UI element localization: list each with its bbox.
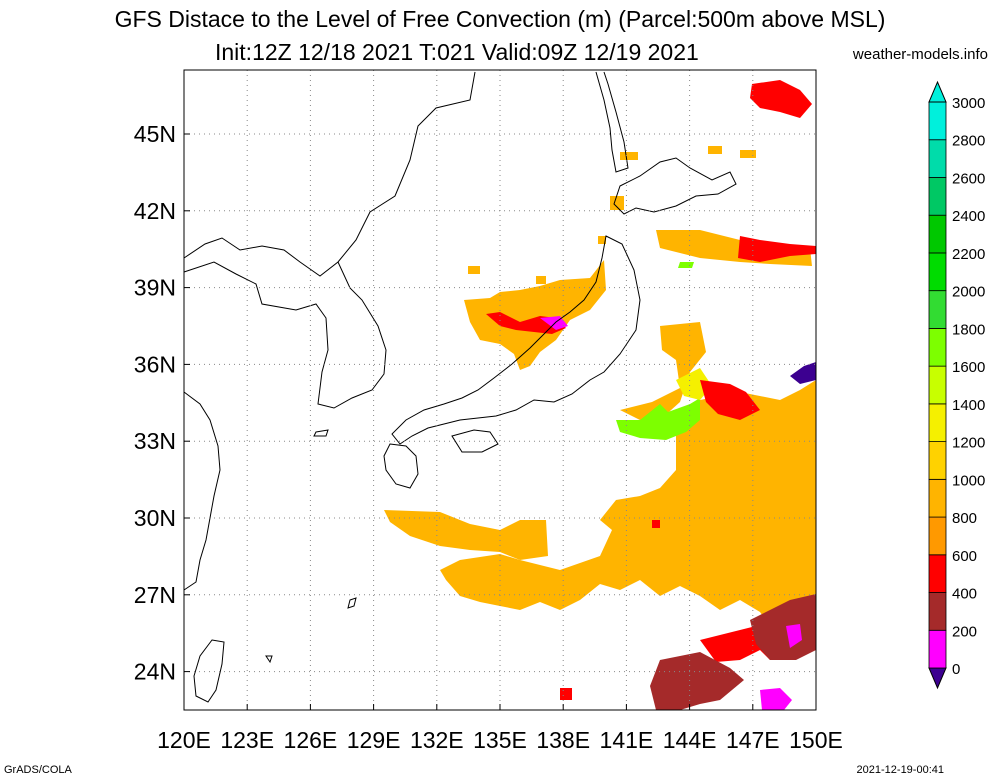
colorbar-swatch [928,327,947,367]
field-cell [560,688,572,700]
colorbar-label: 1800 [952,321,985,338]
field-magenta-southeast [786,624,802,648]
coastlines [183,71,737,703]
lon-label: 141E [600,727,654,753]
lon-label: 126E [284,727,338,753]
field-cell [652,520,660,528]
lat-label: 36N [134,351,176,377]
colorbar-swatch [928,516,947,556]
colorbar-label: 0 [952,661,960,678]
lon-label: 120E [157,727,211,753]
field-orange-central [620,322,706,420]
lat-label: 39N [134,275,176,301]
colorbar-label: 1400 [952,397,985,414]
map-frame [183,69,817,711]
colorbar-label: 2000 [952,284,985,301]
lon-label: 132E [410,727,464,753]
lon-label: 147E [726,727,780,753]
colorbar-swatch [928,177,947,216]
site-credit: weather-models.info [852,46,988,63]
lon-label: 150E [789,727,843,753]
colorbar-label: 2200 [952,246,985,263]
colorbar-label: 3000 [952,95,985,112]
convection-field [384,80,816,710]
lat-label: 45N [134,121,176,147]
field-orange-southeast [440,380,816,640]
colorbar-swatch [928,629,947,669]
lon-label: 123E [220,727,274,753]
colorbar-label: 1200 [952,435,985,452]
lat-lon-grid [183,70,817,710]
field-cell [598,236,606,244]
colorbar-swatch [928,365,947,405]
colorbar-swatch [928,139,947,178]
lat-label: 27N [134,582,176,608]
field-red-central [700,380,760,420]
field-magenta-south [760,688,792,710]
field-brown-southeast [750,594,816,660]
colorbar-label: 200 [952,623,977,640]
lat-label: 33N [134,428,176,454]
field-cell [468,266,480,274]
colorbar-arrow-high [928,80,947,103]
field-cell [708,146,722,154]
field-cell [520,358,528,366]
longitude-labels: 120E 123E 126E 129E 132E 135E 138E 141E 144E 147E… [157,727,843,753]
field-red-north [738,236,816,262]
colorbar-swatch [928,101,947,141]
colorbar-swatch [928,252,947,292]
lon-label: 129E [347,727,401,753]
field-magenta-honshu [540,316,568,330]
field-red-northeast [750,80,812,118]
field-lime [616,398,700,440]
field-orange-southwest [384,510,548,560]
software-credit: GrADS/COLA [4,764,72,776]
colorbar-swatch [928,478,947,518]
lon-label: 144E [663,727,717,753]
colorbar-swatch [928,554,947,593]
lat-label: 24N [134,659,176,685]
colorbar-label: 2600 [952,170,985,187]
colorbar-label: 1600 [952,359,985,376]
colorbar-arrow-low [928,667,947,690]
colorbar-swatch [928,290,947,329]
colorbar-label: 2400 [952,208,985,225]
field-purple [790,362,816,384]
field-yellow [676,368,712,400]
field-lime-small [678,262,694,268]
colorbar-swatch [928,441,947,480]
latitude-labels: 24N 27N 30N 33N 36N 39N 42N 45N [134,121,176,685]
field-cell [740,150,756,158]
lat-label: 42N [134,198,176,224]
lon-label: 135E [473,727,527,753]
field-cell [620,152,638,160]
colorbar-swatch [928,592,947,631]
map-title: GFS Distace to the Level of Free Convect… [114,6,886,32]
colorbar-label: 600 [952,548,977,565]
colorbar-label: 800 [952,510,977,527]
colorbar-label: 2800 [952,133,985,150]
colorbar: 0 200 400 600 800 1000 1200 1400 1600 1800 2000 220… [928,80,985,690]
timestamp: 2021-12-19-00:41 [856,764,944,776]
field-orange-honshu [464,260,606,370]
field-cell [610,196,624,210]
field-brown-south [650,652,744,710]
colorbar-label: 1000 [952,472,985,489]
lon-label: 138E [536,727,590,753]
lat-label: 30N [134,505,176,531]
colorbar-swatch [928,214,947,254]
colorbar-swatch [928,403,947,443]
map-subtitle: Init:12Z 12/18 2021 T:021 Valid:09Z 12/1… [215,39,699,65]
colorbar-label: 400 [952,586,977,603]
field-cell [536,276,546,284]
